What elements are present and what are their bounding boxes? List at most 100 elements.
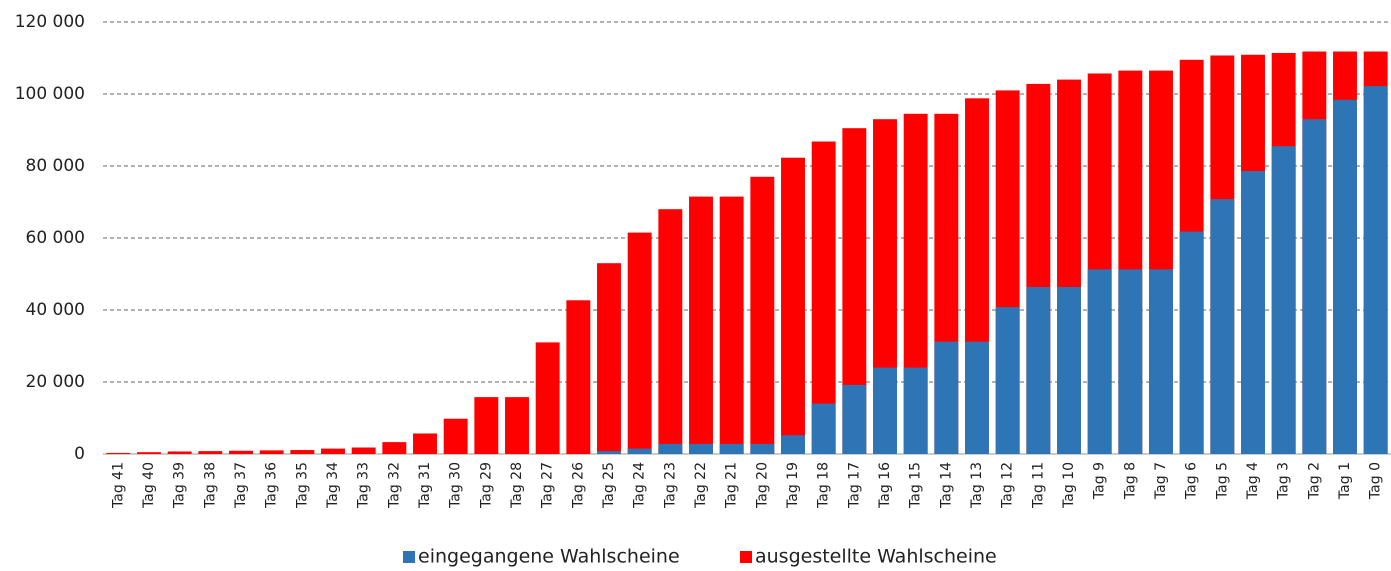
x-tick-label: Tag 36 [264,462,280,509]
bar [811,141,836,454]
x-tick-label: Tag 27 [540,462,556,509]
y-tick-label: 40 000 [26,300,85,320]
bar [842,384,867,454]
bar [689,196,713,454]
bar [934,341,959,454]
bar [1241,171,1265,455]
x-tick-label: Tag 28 [509,462,525,509]
bar [750,176,775,455]
x-tick-label: Tag 9 [1092,462,1108,500]
legend-label: eingegangene Wahlscheine [418,546,680,568]
bar [750,443,775,454]
legend-swatch [740,551,752,563]
bar [351,447,376,454]
bar [535,342,560,454]
x-tick-label: Tag 6 [1184,462,1200,500]
bar [259,450,284,454]
bar [106,452,131,454]
bar [1210,199,1235,454]
bar [137,452,161,454]
x-tick-label: Tag 30 [448,462,464,509]
x-tick-label: Tag 12 [1000,462,1016,509]
x-tick-label: Tag 29 [478,462,494,509]
bar [505,397,529,454]
bar [566,300,591,454]
bar [1118,269,1143,454]
x-tick-label: Tag 22 [693,462,709,509]
x-tick-label: Tag 25 [601,462,617,509]
bar [719,196,744,454]
x-tick-label: Tag 21 [724,462,740,509]
y-tick-label: 120 000 [15,12,85,32]
bar [1087,269,1112,454]
x-tick-label: Tag 0 [1368,462,1384,500]
bar [321,448,345,454]
x-tick-label: Tag 40 [141,462,157,509]
bar [781,435,805,454]
bar [198,451,223,454]
legend-label: ausgestellte Wahlscheine [755,546,997,568]
x-tick-label: Tag 18 [816,462,832,509]
x-tick-label: Tag 7 [1153,462,1169,500]
bar [1363,86,1388,454]
x-tick-label: Tag 1 [1337,462,1353,500]
x-tick-label: Tag 34 [325,462,341,509]
y-tick-label: 80 000 [26,156,85,176]
x-tick-label: Tag 32 [386,462,402,509]
y-tick-label: 20 000 [26,372,85,392]
x-tick-label: Tag 23 [662,462,678,509]
bar [1333,99,1357,454]
x-tick-label: Tag 33 [356,462,372,509]
x-tick-label: Tag 38 [202,462,218,509]
bar [1149,269,1173,454]
bar [597,451,621,454]
x-tick-label: Tag 35 [294,462,310,509]
bar [167,451,192,454]
legend-swatch [403,551,415,563]
x-tick-label: Tag 3 [1276,462,1292,500]
bar [658,209,683,454]
x-tick-label: Tag 4 [1245,462,1261,500]
x-tick-label: Tag 31 [417,462,433,509]
bar [1271,146,1296,454]
x-tick-label: Tag 26 [570,462,586,509]
x-tick-label: Tag 19 [785,462,801,509]
x-tick-label: Tag 17 [846,462,862,509]
x-tick-label: Tag 14 [938,462,954,509]
bar [474,397,499,454]
bar [627,232,652,454]
x-tick-label: Tag 11 [1030,462,1046,509]
x-tick-label: Tag 13 [969,462,985,509]
bar [290,450,315,454]
bar [689,443,713,454]
x-tick-label: Tag 10 [1061,462,1077,509]
x-tick-label: Tag 15 [908,462,924,509]
bar [1179,231,1204,454]
y-tick-label: 0 [74,444,85,464]
bar [842,128,867,454]
bar [811,403,836,454]
x-tick-label: Tag 16 [877,462,893,509]
x-tick-label: Tag 24 [632,462,648,509]
x-tick-label: Tag 2 [1306,462,1322,500]
x-tick-label: Tag 41 [110,462,126,509]
bar [719,443,744,454]
bar [597,263,621,454]
x-tick-label: Tag 20 [754,462,770,509]
x-tick-label: Tag 39 [172,462,188,509]
bar [627,448,652,454]
y-tick-label: 60 000 [26,228,85,248]
x-tick-label: Tag 5 [1214,462,1230,500]
bar [382,442,407,454]
bar [413,433,437,454]
bar [658,443,683,454]
bar [995,307,1020,454]
bar [1026,286,1051,454]
bar [1302,119,1327,454]
x-tick-label: Tag 8 [1122,462,1138,500]
bar [1057,286,1081,454]
bar [229,450,253,454]
bar [965,341,989,454]
bar [781,157,805,454]
